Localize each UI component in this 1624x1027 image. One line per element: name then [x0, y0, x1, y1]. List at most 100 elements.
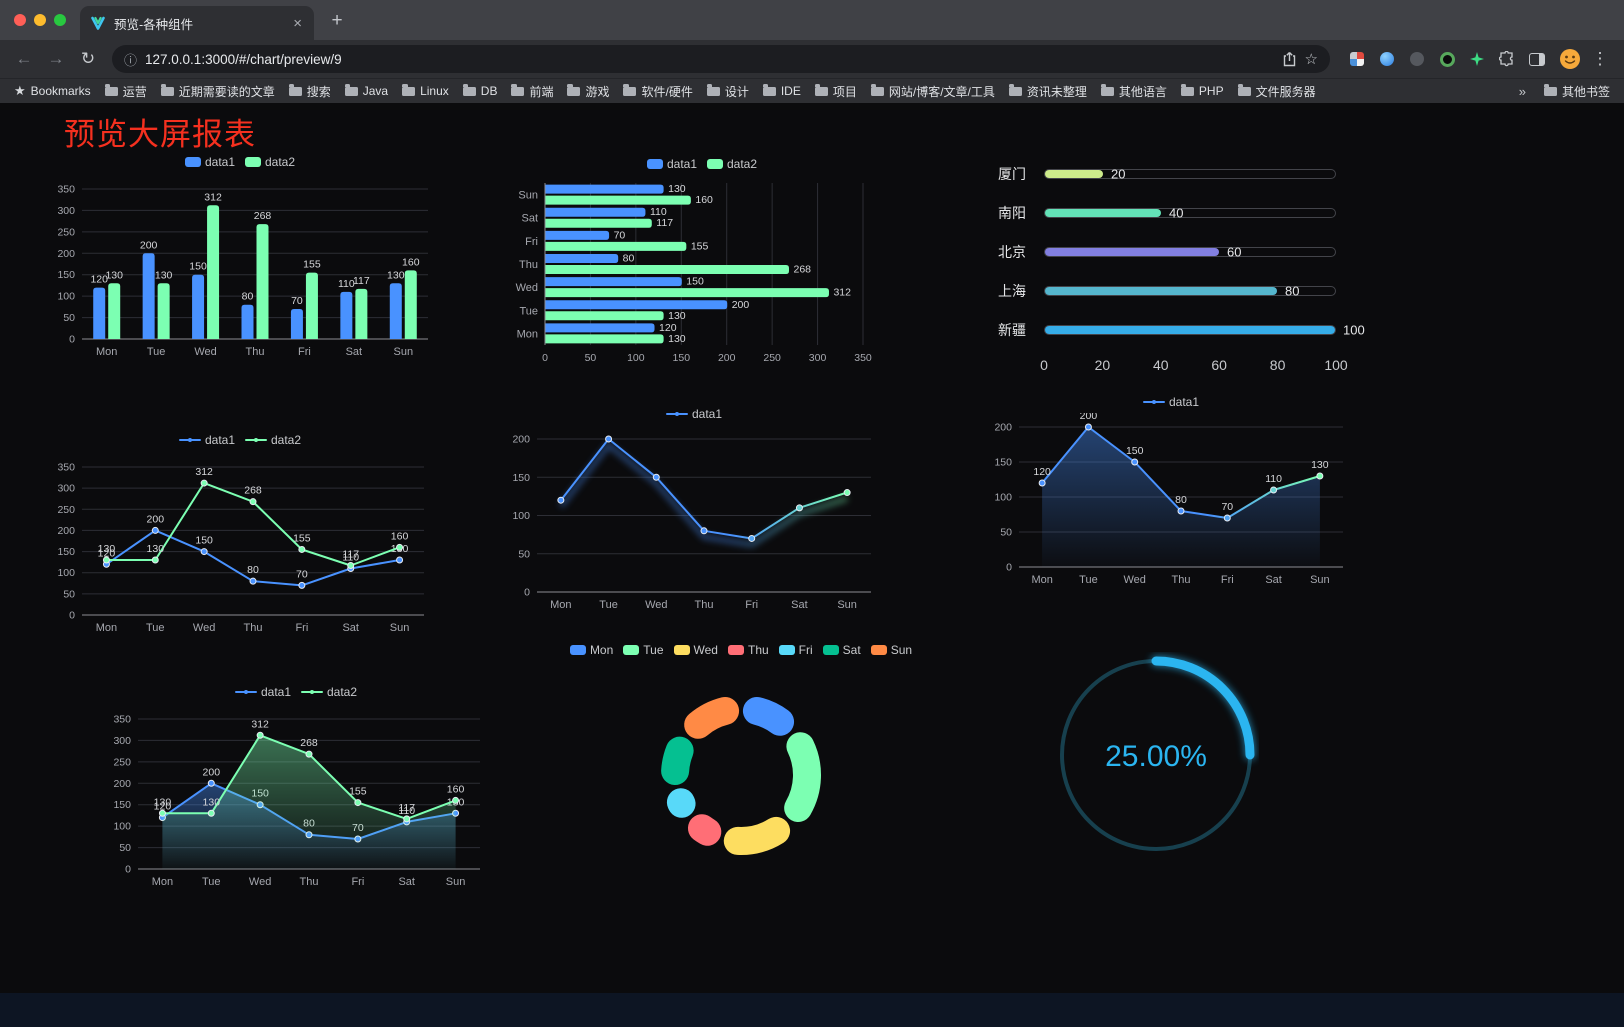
svg-text:150: 150: [1126, 445, 1144, 457]
svg-text:350: 350: [113, 714, 131, 726]
svg-text:50: 50: [119, 842, 131, 854]
bookmarks-label[interactable]: ★ Bookmarks: [14, 83, 91, 99]
legend-label: Wed: [693, 643, 718, 657]
legend-item-Thu[interactable]: Thu: [727, 643, 769, 657]
bookmark-item-linux[interactable]: Linux: [402, 84, 449, 98]
svg-text:50: 50: [585, 352, 597, 364]
svg-text:155: 155: [691, 240, 709, 252]
progress-label: 北京: [998, 244, 1026, 260]
legend-item-Sat[interactable]: Sat: [822, 643, 861, 657]
legend-item-data1[interactable]: data1: [184, 155, 235, 169]
legend-marker: [870, 645, 887, 655]
bookmark-item-frontend[interactable]: 前端: [511, 83, 553, 100]
legend-marker: [778, 645, 795, 655]
legend-item-data2[interactable]: data2: [245, 433, 301, 447]
menu-kebab-icon[interactable]: ⋮: [1586, 45, 1614, 73]
bookmark-item-project[interactable]: 项目: [814, 83, 857, 100]
svg-text:Wed: Wed: [516, 282, 538, 294]
bookmark-item-games[interactable]: 游戏: [567, 83, 609, 100]
legend-item-Fri[interactable]: Fri: [778, 643, 813, 657]
legend-item-data2[interactable]: data2: [245, 155, 295, 169]
legend-item-Sun[interactable]: Sun: [870, 643, 912, 657]
back-button[interactable]: ←: [10, 45, 38, 73]
folder-icon: [462, 84, 476, 96]
axis-tick: 20: [1094, 357, 1111, 373]
address-bar[interactable]: ⓘ 127.0.0.1:3000/#/chart/preview/9 ☆: [112, 45, 1330, 73]
series-data1: [93, 253, 402, 339]
chart-bar-horizontal: data1 data2 0 50 100 150 200 250 300 350 Sun 130 160…: [503, 153, 901, 373]
svg-text:80: 80: [247, 564, 259, 576]
tab-favicon: [91, 16, 105, 30]
bookmark-item-php[interactable]: PHP: [1180, 84, 1224, 98]
site-info-icon[interactable]: ⓘ: [124, 52, 138, 68]
legend-label: Fri: [798, 643, 813, 657]
bookmark-item-web-tools[interactable]: 网站/博客/文章/工具: [870, 83, 995, 100]
legend-label: data2: [327, 685, 358, 699]
bookmark-item-news[interactable]: 资讯未整理: [1008, 83, 1087, 100]
new-tab-button[interactable]: +: [331, 10, 343, 31]
bookmark-item-other-lang[interactable]: 其他语言: [1100, 83, 1167, 100]
chart-line-basic: data1 data2 0 50 100 150 200 250 300 350 Mon Tue Wed…: [44, 429, 436, 643]
svg-text:350: 350: [854, 352, 872, 364]
legend-label: data1: [1168, 395, 1200, 409]
bookmark-item-design[interactable]: 设计: [706, 83, 749, 100]
bookmarks-overflow-chevron[interactable]: »: [1518, 83, 1526, 99]
browser-tab[interactable]: 预览-各种组件 ×: [80, 6, 314, 40]
legend-item-data2[interactable]: data2: [301, 685, 357, 699]
legend-item-Tue[interactable]: Tue: [623, 643, 664, 657]
legend-marker: [673, 645, 690, 655]
bookmark-star-icon[interactable]: ☆: [1304, 51, 1318, 68]
bookmark-item-db[interactable]: DB: [462, 84, 497, 98]
svg-text:80: 80: [1175, 494, 1187, 506]
legend-item-data1[interactable]: data1: [234, 685, 291, 699]
zoom-window-button[interactable]: [54, 14, 66, 26]
profile-avatar[interactable]: [1558, 47, 1582, 71]
minimize-window-button[interactable]: [34, 14, 46, 26]
bookmark-item-articles[interactable]: 近期需要读的文章: [160, 83, 275, 100]
browser-toolbar: ← → ↻ ⓘ 127.0.0.1:3000/#/chart/preview/9…: [0, 40, 1624, 78]
svg-text:130: 130: [1311, 459, 1329, 471]
extension-icon-grid[interactable]: [1350, 52, 1364, 66]
other-bookmarks[interactable]: 其他书签: [1543, 83, 1610, 100]
pie-donut-svg: [661, 696, 821, 855]
forward-button[interactable]: →: [42, 45, 70, 73]
chart-legend: data1 data2: [184, 151, 295, 173]
bookmark-item-java[interactable]: Java: [344, 84, 388, 98]
svg-text:268: 268: [793, 264, 811, 276]
legend-item-data1[interactable]: data1: [646, 157, 697, 171]
legend-item-data2[interactable]: data2: [707, 157, 757, 171]
legend-line-marker: [245, 435, 267, 445]
legend-line-marker: [234, 687, 257, 697]
svg-text:Fri: Fri: [1221, 574, 1234, 586]
close-window-button[interactable]: [14, 14, 26, 26]
legend-item-Wed[interactable]: Wed: [673, 643, 718, 657]
bookmark-item-yunying[interactable]: 运营: [104, 83, 147, 100]
donut-slice-Fri: [666, 788, 696, 818]
extension-icon-green-circle[interactable]: [1439, 51, 1455, 67]
legend-marker: [569, 645, 586, 655]
bookmark-item-software[interactable]: 软件/硬件: [623, 83, 693, 100]
svg-text:250: 250: [57, 504, 75, 516]
puzzle-icon[interactable]: [1498, 50, 1516, 68]
progress-label: 新疆: [998, 322, 1026, 338]
legend-item-data1[interactable]: data1: [178, 433, 235, 447]
progress-row-上海: 上海 80: [998, 278, 1370, 304]
bookmark-item-search[interactable]: 搜索: [288, 83, 331, 100]
progress-track: 80: [1044, 284, 1336, 299]
sidebar-icon[interactable]: [1528, 50, 1546, 68]
bookmark-item-ide[interactable]: IDE: [762, 84, 801, 98]
bookmark-item-file-server[interactable]: 文件服务器: [1237, 83, 1316, 100]
extension-icon-dark-circle[interactable]: [1410, 52, 1424, 66]
progress-axis: 0 20 40 60 80 100: [1040, 357, 1348, 377]
tab-close-icon[interactable]: ×: [293, 14, 302, 32]
svg-text:Thu: Thu: [695, 599, 714, 611]
chart-gauge: 25.00%: [1053, 652, 1259, 858]
share-icon[interactable]: [1282, 51, 1297, 67]
legend-item-data1[interactable]: data1: [665, 407, 722, 421]
legend-item-data1[interactable]: data1: [1142, 395, 1200, 409]
progress-value: 60: [1227, 244, 1242, 260]
extension-icon-green-star[interactable]: [1468, 50, 1486, 68]
extension-icon-drop[interactable]: [1380, 52, 1394, 66]
legend-item-Mon[interactable]: Mon: [569, 643, 613, 657]
reload-button[interactable]: ↻: [74, 45, 102, 73]
